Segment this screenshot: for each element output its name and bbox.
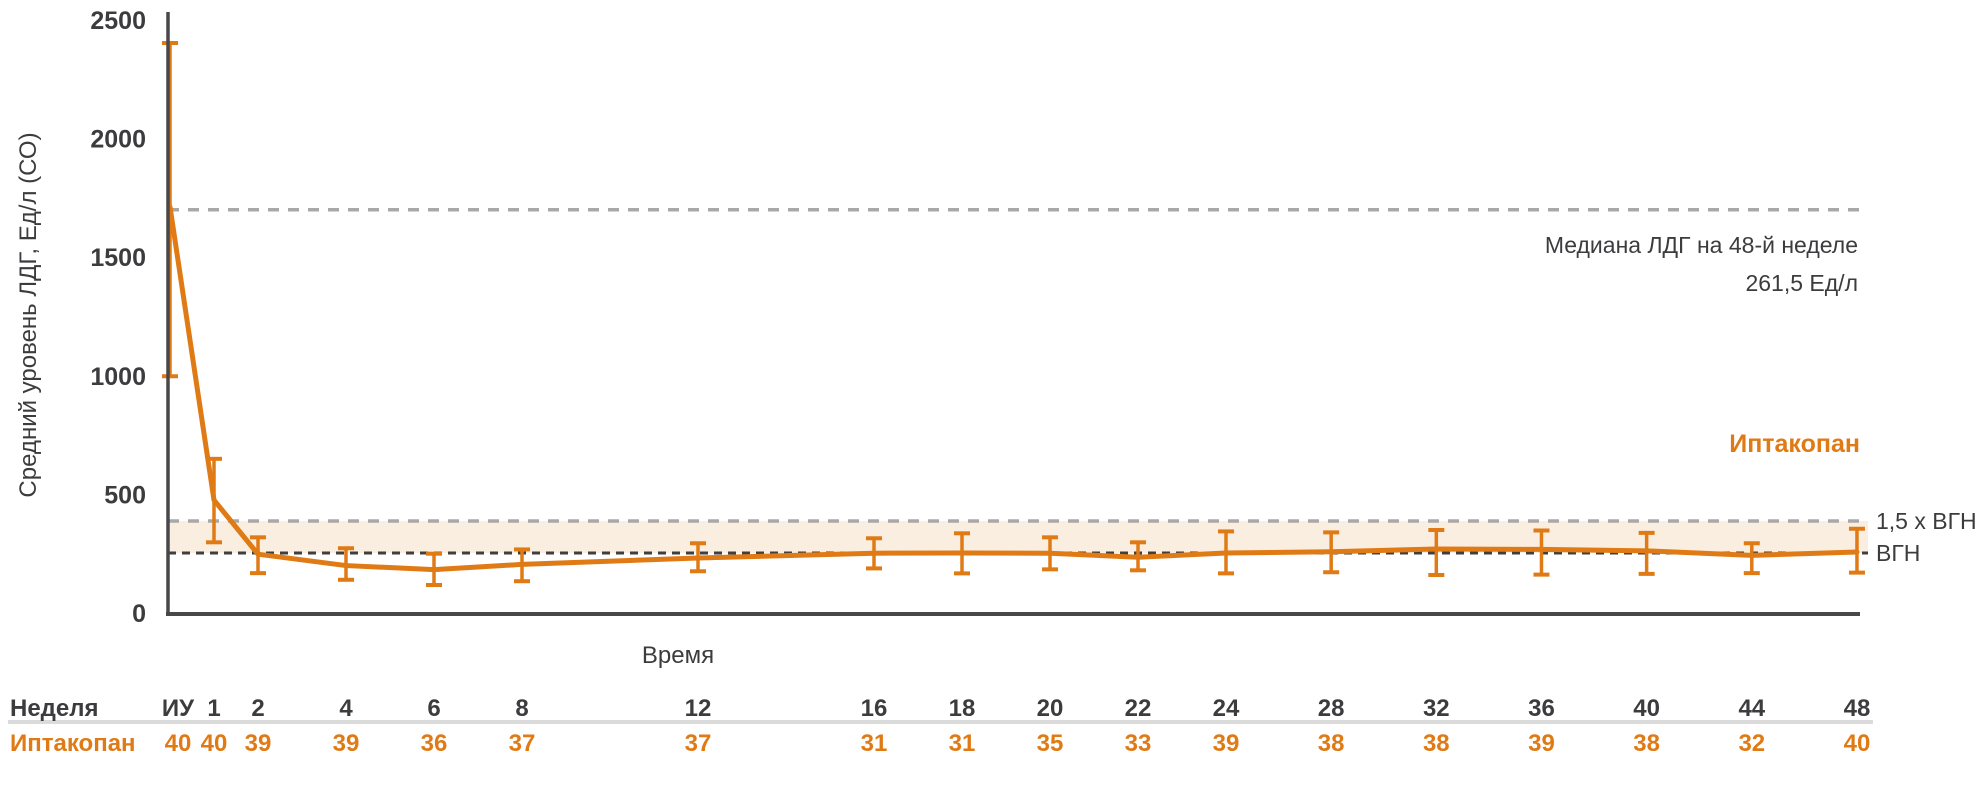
- n-value: 38: [1633, 730, 1660, 757]
- n-value: 39: [245, 730, 272, 757]
- n-value: 40: [1844, 730, 1871, 757]
- y-tick-label: 500: [104, 481, 146, 509]
- week-tick-label: 12: [685, 695, 712, 722]
- table-series-row-label: Иптакопан: [10, 730, 136, 757]
- y-tick-label: 0: [132, 600, 146, 628]
- week-tick-label: 2: [251, 695, 264, 722]
- n-value: 37: [509, 730, 536, 757]
- n-value: 40: [165, 730, 192, 757]
- week-tick-label: 6: [427, 695, 440, 722]
- n-value: 31: [861, 730, 888, 757]
- week-tick-label: 28: [1318, 695, 1345, 722]
- median-annotation-line1: Медиана ЛДГ на 48-й неделе: [1545, 232, 1858, 258]
- iptacopan-series: [162, 41, 1865, 588]
- axes: [166, 12, 1860, 616]
- n-table-columns: ИУ40140239439636837123716311831203522332…: [8, 695, 1873, 757]
- week-tick-label: 44: [1738, 695, 1765, 722]
- week-tick-label: 8: [515, 695, 528, 722]
- n-value: 33: [1125, 730, 1152, 757]
- week-tick-label: 4: [339, 695, 353, 722]
- uln-15x-label: 1,5 x ВГН: [1876, 508, 1977, 534]
- week-tick-label: 20: [1037, 695, 1064, 722]
- y-axis-title: Средний уровень ЛДГ, Ед/л (СО): [15, 132, 42, 497]
- week-tick-label: 32: [1423, 695, 1450, 722]
- y-tick-label: 1500: [90, 244, 146, 272]
- iptacopan-line: [167, 204, 1860, 573]
- table-week-row-label: Неделя: [10, 695, 99, 722]
- week-tick-label: 40: [1633, 695, 1660, 722]
- legend-series-label: Иптакопан: [1729, 430, 1860, 458]
- y-tick-label: 2500: [90, 7, 146, 35]
- week-tick-label: 18: [949, 695, 976, 722]
- n-value: 38: [1423, 730, 1450, 757]
- n-value: 40: [201, 730, 228, 757]
- week-tick-label: 48: [1844, 695, 1871, 722]
- week-tick-label: 16: [861, 695, 888, 722]
- week-tick-label: ИУ: [162, 695, 195, 722]
- n-value: 38: [1318, 730, 1345, 757]
- y-tick-label: 1000: [90, 363, 146, 391]
- week-tick-label: 1: [207, 695, 220, 722]
- n-value: 36: [421, 730, 448, 757]
- y-tick-label: 2000: [90, 126, 146, 154]
- n-value: 39: [333, 730, 360, 757]
- uln-label: ВГН: [1876, 540, 1920, 566]
- x-axis-title: Время: [642, 642, 714, 669]
- n-value: 39: [1213, 730, 1240, 757]
- n-value: 37: [685, 730, 712, 757]
- y-axis-tick-labels: 0 500 1000 1500 2000 2500: [90, 7, 146, 628]
- n-value: 35: [1037, 730, 1064, 757]
- n-value: 31: [949, 730, 976, 757]
- week-tick-label: 36: [1528, 695, 1555, 722]
- median-annotation-line2: 261,5 Ед/л: [1745, 270, 1858, 296]
- n-value: 39: [1528, 730, 1555, 757]
- week-tick-label: 24: [1213, 695, 1240, 722]
- n-value: 32: [1738, 730, 1765, 757]
- reference-lines: [168, 208, 1868, 555]
- week-tick-label: 22: [1125, 695, 1152, 722]
